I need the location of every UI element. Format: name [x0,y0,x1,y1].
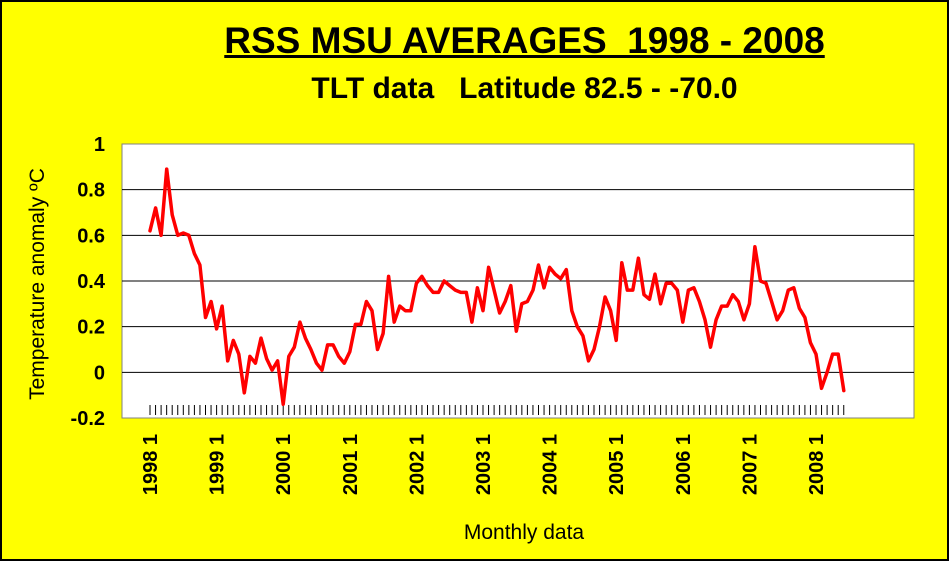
chart-title: RSS MSU AVERAGES 1998 - 2008 [224,20,825,61]
y-tick-label: 0.6 [77,225,105,247]
chart-subtitle: TLT data Latitude 82.5 - -70.0 [311,72,738,105]
y-tick-label: 0 [94,362,105,384]
x-minor-ticks [149,405,845,415]
y-tick-label: -0.2 [71,408,105,430]
series-line [148,167,846,407]
x-tick-label: 2005 1 [606,434,628,495]
x-tick-label: 2000 1 [273,434,295,495]
x-tick-label: 2003 1 [473,434,495,495]
grid-lines [122,189,914,373]
x-tick-label: 2006 1 [673,434,695,495]
x-tick-label: 2008 1 [806,434,828,495]
y-tick-label: 0.4 [77,271,106,293]
x-tick-label: 2007 1 [739,434,761,495]
y-tick-label: 0.8 [77,180,105,202]
x-tick-label: 2002 1 [406,434,428,495]
x-tick-label: 1999 1 [207,434,229,495]
y-tick-label: 0.2 [77,317,105,339]
x-tick-label: 1998 1 [140,434,162,495]
x-tick-label: 2001 1 [340,434,362,495]
x-axis-label: Monthly data [463,521,585,544]
x-tick-label: 2004 1 [540,434,562,495]
y-tick-label: 1 [94,134,105,156]
y-axis-label: Temperature anomaly ºC [26,168,49,400]
x-tick-labels: 1998 1 1999 1 2000 1 2001 1 2002 1 2003 1 2004… [140,434,828,495]
y-tick-labels: 1 0.8 0.6 0.4 0.2 0 -0.2 [71,134,106,430]
